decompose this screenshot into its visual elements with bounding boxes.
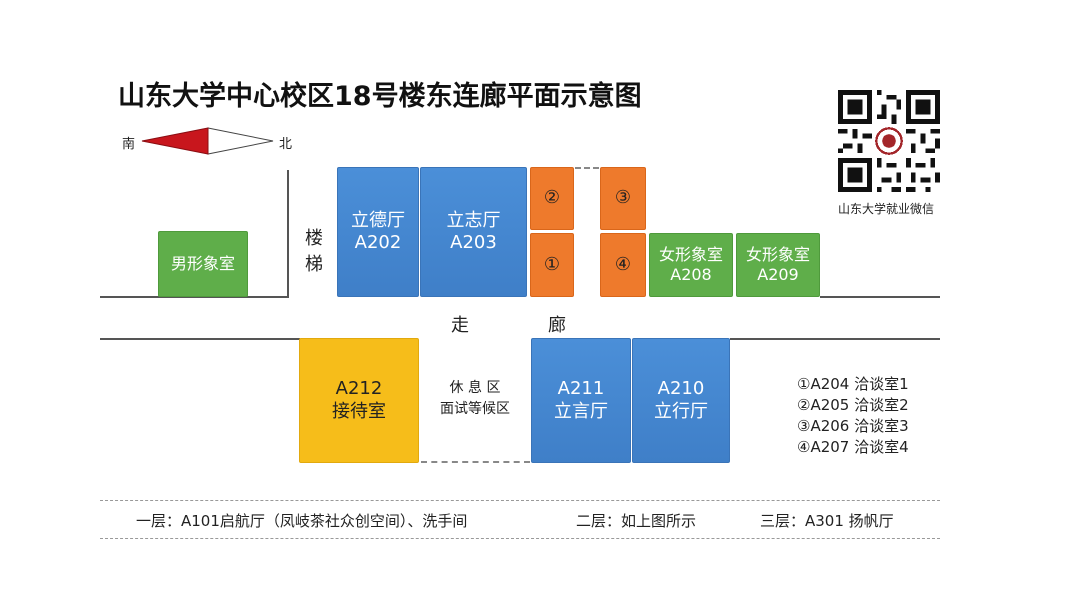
legend-item: ③A206 洽谈室3	[797, 417, 909, 435]
room-circle-1: ①	[530, 233, 574, 297]
room-a211-code: A211	[557, 378, 605, 399]
rest-area: 休 息 区 面试等候区	[420, 378, 530, 420]
upper-wall-left	[100, 296, 288, 298]
upper-wall-right	[820, 296, 940, 298]
footer-floor1: 一层：A101启航厅（凤岐茶社众创空间）、洗手间	[136, 512, 468, 530]
compass-arrow-icon	[141, 127, 274, 155]
room-a202: 立德厅 A202	[337, 167, 419, 297]
room-circle-2: ②	[530, 167, 574, 230]
lower-dashed-opening	[421, 461, 530, 463]
room-a211-name: 立言厅	[554, 400, 608, 422]
room-a212: A212 接待室	[299, 338, 419, 463]
compass-south-label: 南	[122, 137, 136, 152]
rest-area-title: 休 息 区	[449, 380, 501, 396]
room-male-image: 男形象室	[158, 231, 248, 297]
room-a209-name: 女形象室	[745, 245, 810, 264]
room-a208: 女形象室 A208	[649, 233, 733, 297]
legend-item: ②A205 洽谈室2	[797, 396, 909, 414]
room-a209: 女形象室 A209	[736, 233, 820, 297]
stairs-label: 楼梯	[305, 228, 323, 275]
room-a202-name: 立德厅	[351, 209, 405, 231]
compass-north-label: 北	[279, 137, 293, 152]
room-a212-code: A212	[335, 378, 383, 399]
corridor-label-right: 廊	[548, 315, 566, 336]
upper-dashed-opening	[575, 167, 599, 169]
room-circle-4: ④	[600, 233, 646, 297]
footer-floor3: 三层：A301 扬帆厅	[760, 512, 894, 530]
room-circle-3: ③	[600, 167, 646, 230]
legend-item: ①A204 洽谈室1	[797, 375, 909, 393]
corridor-label-left: 走	[451, 315, 469, 336]
room-circle-1-label: ①	[543, 253, 561, 275]
room-a210-code: A210	[657, 378, 705, 399]
room-circle-3-label: ③	[614, 187, 632, 209]
room-a202-code: A202	[354, 232, 402, 253]
room-a208-code: A208	[670, 265, 712, 284]
legend: ①A204 洽谈室1 ②A205 洽谈室2 ③A206 洽谈室3 ④A207 洽…	[797, 374, 909, 458]
lower-wall-left	[100, 338, 300, 340]
qr-code-icon	[838, 90, 940, 192]
legend-item: ④A207 洽谈室4	[797, 438, 909, 456]
room-a210: A210 立行厅	[632, 338, 730, 463]
lower-wall-right	[730, 338, 940, 340]
footer-divider-bottom	[100, 538, 940, 539]
rest-area-subtitle: 面试等候区	[440, 401, 510, 417]
room-male-image-label: 男形象室	[170, 254, 235, 273]
room-circle-2-label: ②	[543, 187, 561, 209]
room-a208-name: 女形象室	[658, 245, 723, 264]
room-a211: A211 立言厅	[531, 338, 631, 463]
room-a212-name: 接待室	[332, 400, 386, 422]
room-a203: 立志厅 A203	[420, 167, 527, 297]
footer-floor2: 二层：如上图所示	[576, 512, 697, 530]
room-a203-code: A203	[450, 232, 497, 253]
room-a203-name: 立志厅	[446, 209, 501, 231]
footer-divider-top	[100, 500, 940, 501]
qr-caption: 山东大学就业微信	[838, 202, 935, 216]
room-a210-name: 立行厅	[654, 400, 708, 422]
room-a209-code: A209	[757, 265, 799, 284]
stair-wall	[287, 170, 289, 298]
page-title: 山东大学中心校区18号楼东连廊平面示意图	[118, 81, 642, 112]
room-circle-4-label: ④	[614, 253, 632, 275]
